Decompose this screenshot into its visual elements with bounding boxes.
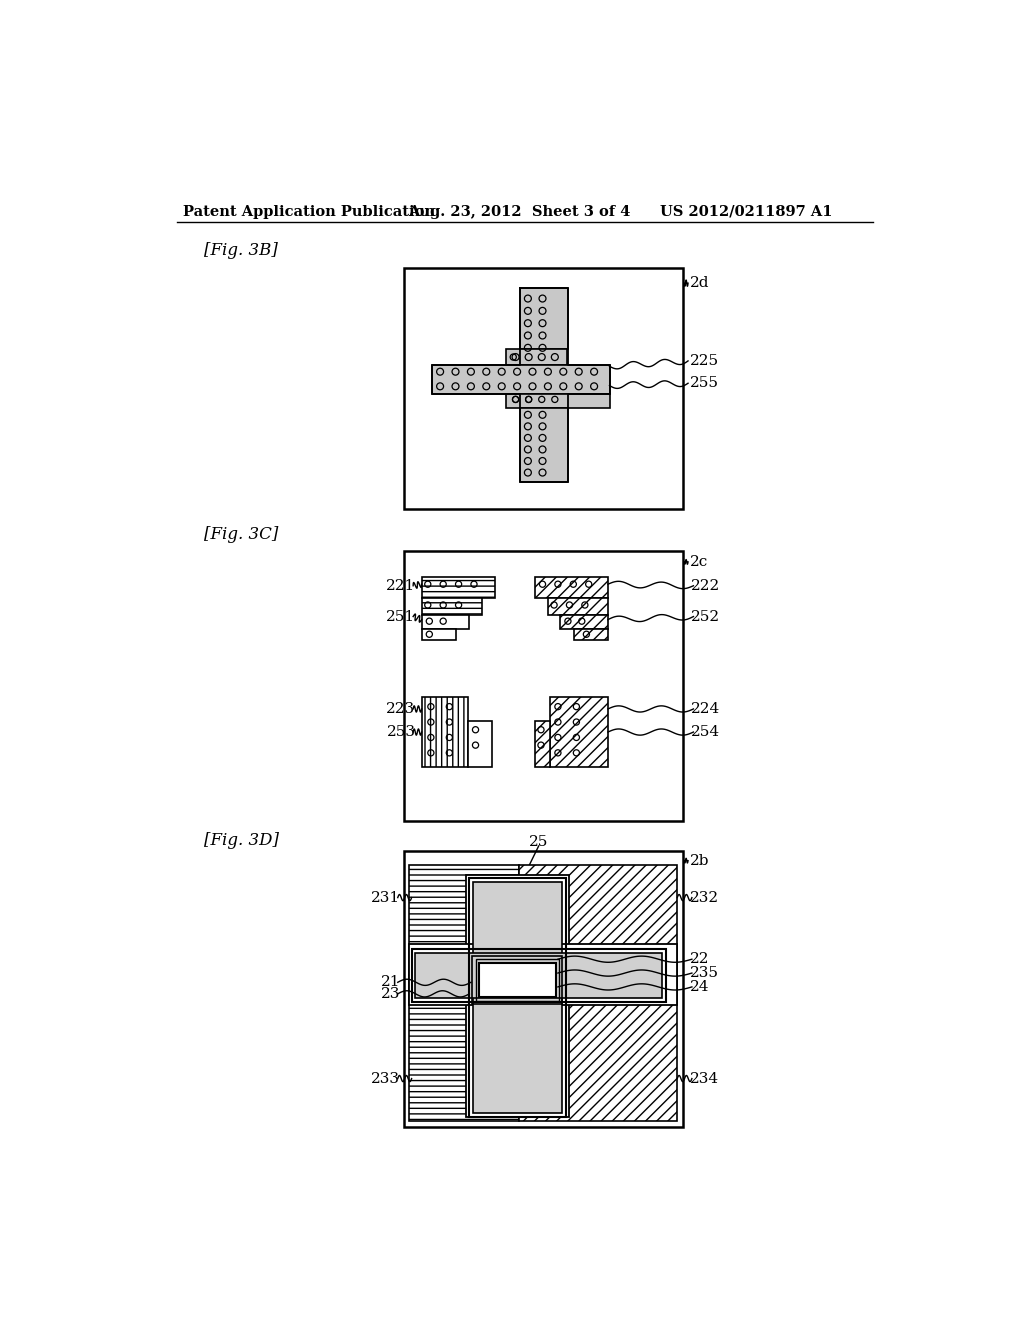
Text: 25: 25: [529, 836, 548, 849]
Bar: [410, 944, 677, 1006]
Text: 233: 233: [371, 1072, 400, 1085]
Text: 252: 252: [691, 610, 720, 623]
Text: 23: 23: [381, 987, 400, 1001]
Text: 221: 221: [386, 578, 416, 593]
Text: 222: 222: [691, 578, 720, 593]
Bar: [535, 577, 608, 598]
Bar: [519, 974, 677, 1121]
Text: 251: 251: [386, 610, 416, 623]
Bar: [506, 395, 609, 408]
Bar: [574, 628, 608, 640]
Text: 223: 223: [386, 702, 416, 715]
Text: [Fig. 3C]: [Fig. 3C]: [204, 525, 279, 543]
Bar: [475, 960, 559, 1001]
Bar: [535, 721, 550, 767]
Text: 232: 232: [689, 891, 719, 904]
Bar: [403, 268, 683, 508]
Text: [Fig. 3D]: [Fig. 3D]: [204, 832, 279, 849]
Text: 2d: 2d: [689, 276, 709, 290]
Bar: [422, 628, 456, 640]
Bar: [422, 598, 481, 615]
Text: 224: 224: [691, 702, 720, 715]
Text: 225: 225: [689, 354, 719, 368]
Text: 254: 254: [691, 725, 720, 739]
Bar: [520, 288, 568, 350]
Text: 22: 22: [689, 952, 709, 966]
Text: US 2012/0211897 A1: US 2012/0211897 A1: [660, 205, 833, 219]
Bar: [416, 953, 662, 998]
Text: 253: 253: [386, 725, 416, 739]
Text: Aug. 23, 2012  Sheet 3 of 4: Aug. 23, 2012 Sheet 3 of 4: [408, 205, 630, 219]
Bar: [560, 615, 608, 628]
Bar: [410, 866, 519, 974]
Bar: [550, 697, 608, 767]
Text: 235: 235: [689, 966, 719, 979]
Bar: [403, 552, 683, 821]
Bar: [403, 851, 683, 1127]
Text: 24: 24: [689, 979, 709, 994]
Bar: [478, 964, 556, 997]
Text: 21: 21: [381, 975, 400, 989]
Bar: [469, 878, 565, 1117]
Bar: [506, 350, 567, 364]
Bar: [422, 615, 469, 628]
Bar: [422, 697, 468, 767]
Bar: [466, 874, 569, 1117]
Text: [Fig. 3B]: [Fig. 3B]: [204, 242, 278, 259]
Bar: [410, 974, 519, 1121]
Bar: [473, 882, 562, 1113]
Bar: [520, 408, 568, 482]
Bar: [412, 949, 666, 1002]
Text: 2b: 2b: [689, 854, 709, 867]
Text: 231: 231: [371, 891, 400, 904]
Text: Patent Application Publication: Patent Application Publication: [183, 205, 435, 219]
Bar: [468, 721, 493, 767]
Text: 234: 234: [689, 1072, 719, 1085]
Bar: [472, 956, 562, 1003]
Bar: [548, 598, 608, 615]
Bar: [519, 866, 677, 974]
Text: 255: 255: [689, 376, 719, 391]
Bar: [422, 577, 495, 598]
Text: 2c: 2c: [689, 554, 708, 569]
Bar: [432, 364, 609, 395]
